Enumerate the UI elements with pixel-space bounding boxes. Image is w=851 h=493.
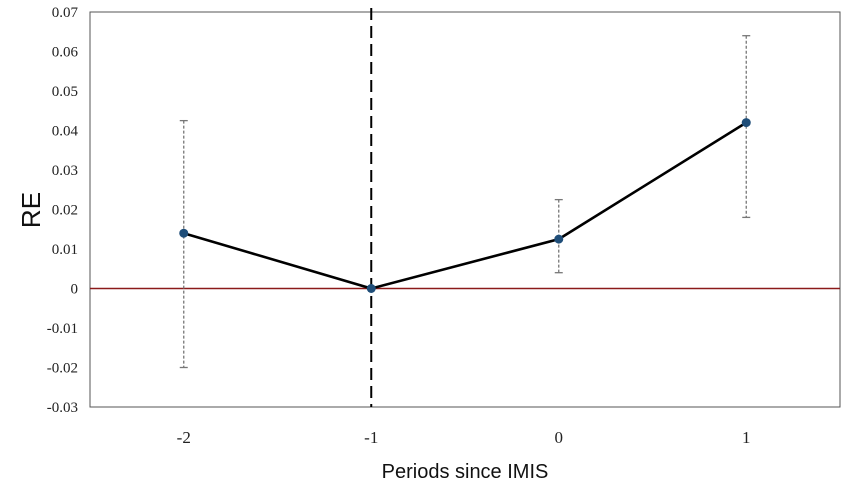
x-axis-ticks: -2 -1 0 1 — [177, 428, 751, 447]
plot-frame — [89, 11, 841, 408]
x-axis-title: Periods since IMIS — [382, 461, 549, 483]
y-tick-label: 0.02 — [52, 203, 78, 219]
data-point — [179, 228, 189, 238]
y-tick-label: 0.05 — [52, 84, 78, 100]
y-tick-label: -0.02 — [47, 361, 78, 377]
y-tick-label: 0 — [71, 282, 79, 298]
data-points — [179, 118, 751, 293]
data-point — [741, 118, 751, 128]
y-tick-label: -0.01 — [47, 321, 78, 337]
y-tick-label: 0.04 — [52, 124, 79, 140]
x-tick-label: 1 — [742, 428, 751, 447]
y-axis-title: RE — [16, 192, 46, 228]
y-tick-label: 0.06 — [52, 45, 79, 61]
y-tick-label: -0.03 — [47, 400, 78, 416]
x-tick-label: -2 — [177, 428, 191, 447]
series-line — [183, 121, 747, 290]
y-tick-label: 0.07 — [52, 5, 79, 21]
y-tick-label: 0.01 — [52, 242, 78, 258]
y-tick-label: 0.03 — [52, 163, 78, 179]
x-tick-label: 0 — [555, 428, 564, 447]
data-point — [554, 234, 564, 244]
data-point — [366, 284, 376, 293]
y-axis-ticks: 0.07 0.06 0.05 0.04 0.03 0.02 0.01 0 -0.01 -0.02 -… — [47, 5, 79, 416]
x-tick-label: -1 — [364, 428, 378, 447]
error-bars — [179, 35, 751, 369]
